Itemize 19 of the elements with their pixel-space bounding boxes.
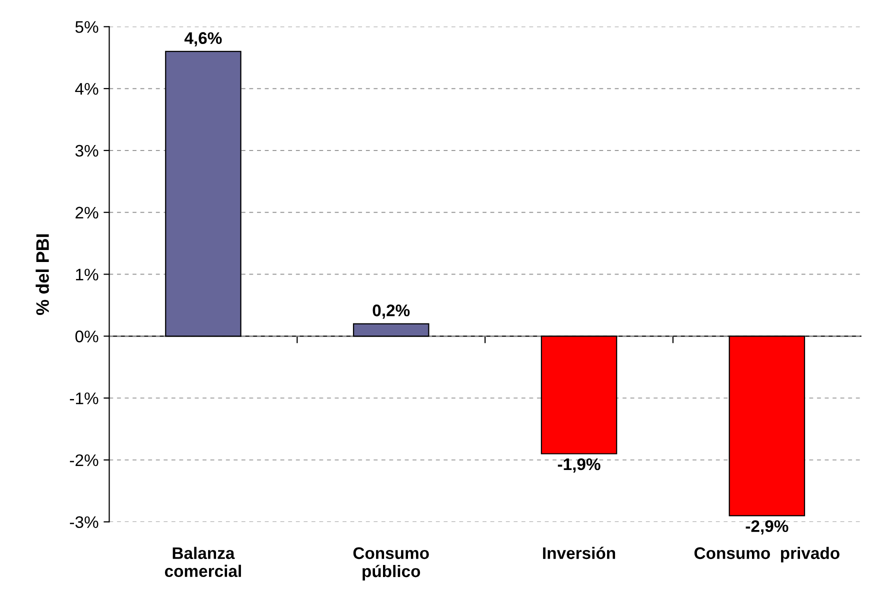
y-tick-label: 2% xyxy=(76,206,98,219)
y-axis-title: % del PBI xyxy=(36,234,49,315)
y-tick-label: 0% xyxy=(75,330,98,342)
x-tick-label: Consumo privado xyxy=(694,546,840,562)
y-tick-label: 1% xyxy=(76,268,98,280)
y-tick-label: 5% xyxy=(75,21,98,33)
x-tick-label: Balanza comercial xyxy=(164,546,241,578)
x-tick-label: Consumo público xyxy=(353,547,429,581)
y-tick-label: -1% xyxy=(70,392,98,404)
data-label: -2,9% xyxy=(746,520,788,534)
data-label: -1,9% xyxy=(558,458,600,473)
data-label: 0,2% xyxy=(372,304,410,319)
bar xyxy=(352,323,430,337)
y-tick-label: 3% xyxy=(75,144,98,157)
data-label: 4,6% xyxy=(184,32,222,46)
y-tick-label: 4% xyxy=(75,83,98,95)
y-tick-label: -2% xyxy=(70,454,98,466)
y-tick-label: -3% xyxy=(70,516,98,528)
x-tick-label: Inversión xyxy=(543,546,616,560)
